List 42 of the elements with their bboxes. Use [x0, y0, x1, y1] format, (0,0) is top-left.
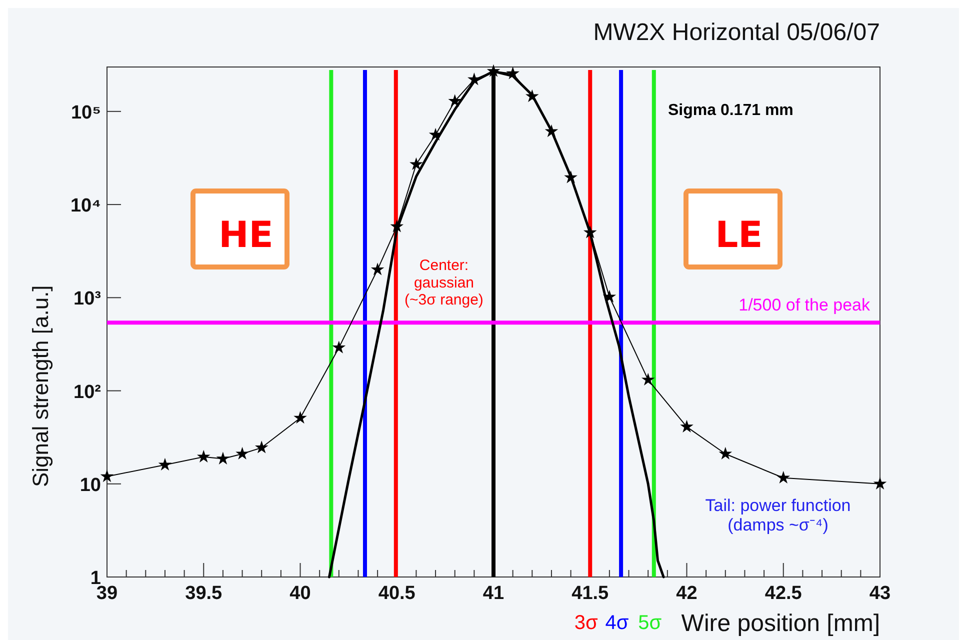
- x-tick-label: 43: [869, 583, 891, 604]
- point: [370, 262, 384, 276]
- x-tick-label: 39.5: [185, 583, 223, 604]
- x-tick-label: 40.5: [378, 583, 416, 604]
- point: [718, 446, 732, 460]
- point: [873, 476, 887, 490]
- x-tick-label: 42.5: [764, 583, 802, 604]
- point: [680, 420, 694, 432]
- point: [254, 440, 268, 454]
- point: [158, 458, 172, 471]
- ref-line-label: 5σ: [638, 612, 662, 634]
- ref-line-label: 1/500 of the peak: [738, 296, 870, 315]
- y-tick-label: 10²: [74, 382, 101, 403]
- annotation: HE: [218, 215, 274, 256]
- annotation: Tail: power function (damps ~σ⁻⁴): [705, 496, 851, 535]
- point: [776, 470, 790, 484]
- point: [641, 372, 655, 386]
- y-tick-label: 10⁴: [70, 196, 101, 217]
- point: [196, 450, 210, 463]
- point: [100, 470, 114, 482]
- annotation: LE: [715, 215, 763, 256]
- chart-title: MW2X Horizontal 05/06/07: [593, 19, 880, 46]
- x-tick-label: 40: [290, 583, 311, 604]
- point: [448, 94, 462, 107]
- ref-line-label: 4σ: [605, 612, 630, 634]
- point: [332, 340, 346, 354]
- x-axis-title: Wire position [mm]: [681, 610, 880, 637]
- point: [216, 452, 230, 464]
- annotation: Center: gaussian (~3σ range): [404, 257, 484, 308]
- point: [236, 446, 249, 460]
- annotation: Sigma 0.171 mm: [668, 102, 794, 119]
- point: [410, 157, 423, 170]
- x-tick-label: 41: [482, 583, 504, 604]
- x-tick-label: 41.5: [572, 583, 610, 604]
- x-tick-label: 42: [676, 583, 698, 604]
- point: [294, 411, 307, 424]
- y-tick-label: 10³: [74, 288, 101, 310]
- y-axis-title: Signal strength [a.u.]: [28, 285, 53, 487]
- x-tick-label: 39: [96, 583, 118, 604]
- y-tick-label: 10: [80, 474, 101, 496]
- ref-line-label: 3σ: [574, 612, 599, 634]
- y-tick-label: 10⁵: [70, 102, 101, 124]
